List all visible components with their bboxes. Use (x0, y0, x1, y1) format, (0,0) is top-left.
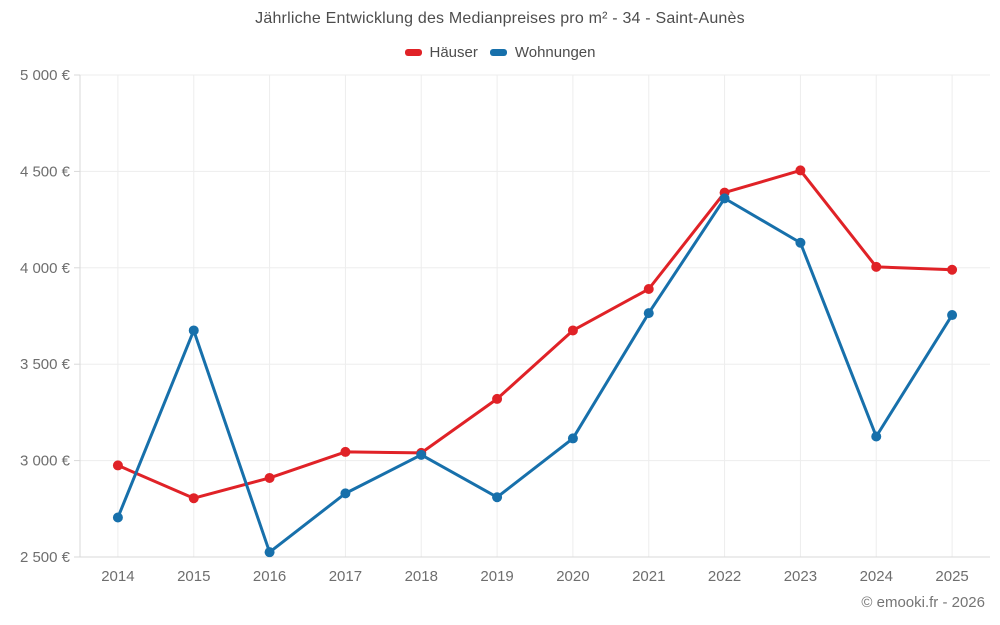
data-point-häuser-2023[interactable] (795, 165, 806, 176)
footer-credit: © emooki.fr - 2026 (861, 594, 985, 611)
data-point-wohnungen-2019[interactable] (492, 492, 503, 503)
chart-title: Jährliche Entwicklung des Medianpreises … (255, 10, 745, 27)
legend-label-wohnungen: Wohnungen (514, 44, 596, 61)
y-axis-label: 3 000 € (20, 453, 71, 470)
x-axis-label: 2020 (556, 568, 589, 585)
data-point-häuser-2017[interactable] (340, 446, 351, 457)
x-axis-label: 2018 (405, 568, 438, 585)
x-axis-label: 2021 (632, 568, 665, 585)
data-point-wohnungen-2014[interactable] (112, 512, 123, 523)
data-point-häuser-2025[interactable] (947, 264, 958, 275)
x-axis-label: 2015 (177, 568, 210, 585)
data-point-wohnungen-2024[interactable] (871, 431, 882, 442)
series-line-wohnungen (116, 196, 954, 554)
data-point-häuser-2024[interactable] (871, 261, 882, 272)
data-point-häuser-2020[interactable] (567, 325, 578, 336)
data-point-wohnungen-2025[interactable] (947, 310, 958, 321)
data-point-wohnungen-2016[interactable] (264, 547, 275, 558)
data-point-häuser-2014[interactable] (112, 460, 123, 471)
data-point-wohnungen-2020[interactable] (567, 433, 578, 444)
data-point-wohnungen-2022[interactable] (719, 193, 730, 204)
legend-label-haeuser: Häuser (429, 44, 478, 61)
data-point-häuser-2019[interactable] (492, 393, 503, 404)
x-axis-label: 2025 (935, 568, 968, 585)
y-axis-label: 2 500 € (20, 549, 71, 566)
data-point-wohnungen-2017[interactable] (340, 488, 351, 499)
data-point-häuser-2016[interactable] (264, 472, 275, 483)
chart-legend: Häuser Wohnungen (0, 44, 1000, 61)
x-axis-label: 2014 (101, 568, 134, 585)
x-axis-label: 2016 (253, 568, 286, 585)
y-axis-label: 3 500 € (20, 356, 71, 373)
x-axis-label: 2017 (329, 568, 362, 585)
data-point-wohnungen-2021[interactable] (643, 308, 654, 319)
x-axis-label: 2023 (784, 568, 817, 585)
data-point-wohnungen-2018[interactable] (416, 449, 427, 460)
x-axis-label: 2019 (480, 568, 513, 585)
series-line-häuser (116, 168, 954, 500)
x-axis-label: 2022 (708, 568, 741, 585)
y-axis-label: 4 000 € (20, 260, 71, 277)
data-point-häuser-2015[interactable] (188, 493, 199, 504)
x-axis-label: 2024 (860, 568, 893, 585)
haeuser-series-swatch-icon (404, 49, 422, 56)
legend-item-wohnungen[interactable]: Wohnungen (489, 44, 596, 61)
data-point-häuser-2021[interactable] (643, 284, 654, 295)
y-axis-label: 4 500 € (20, 163, 71, 180)
wohnungen-series-swatch-icon (489, 49, 507, 56)
data-point-wohnungen-2015[interactable] (188, 325, 199, 336)
legend-item-haeuser[interactable]: Häuser (404, 44, 478, 61)
data-point-wohnungen-2023[interactable] (795, 237, 806, 248)
y-axis-label: 5 000 € (20, 67, 71, 84)
